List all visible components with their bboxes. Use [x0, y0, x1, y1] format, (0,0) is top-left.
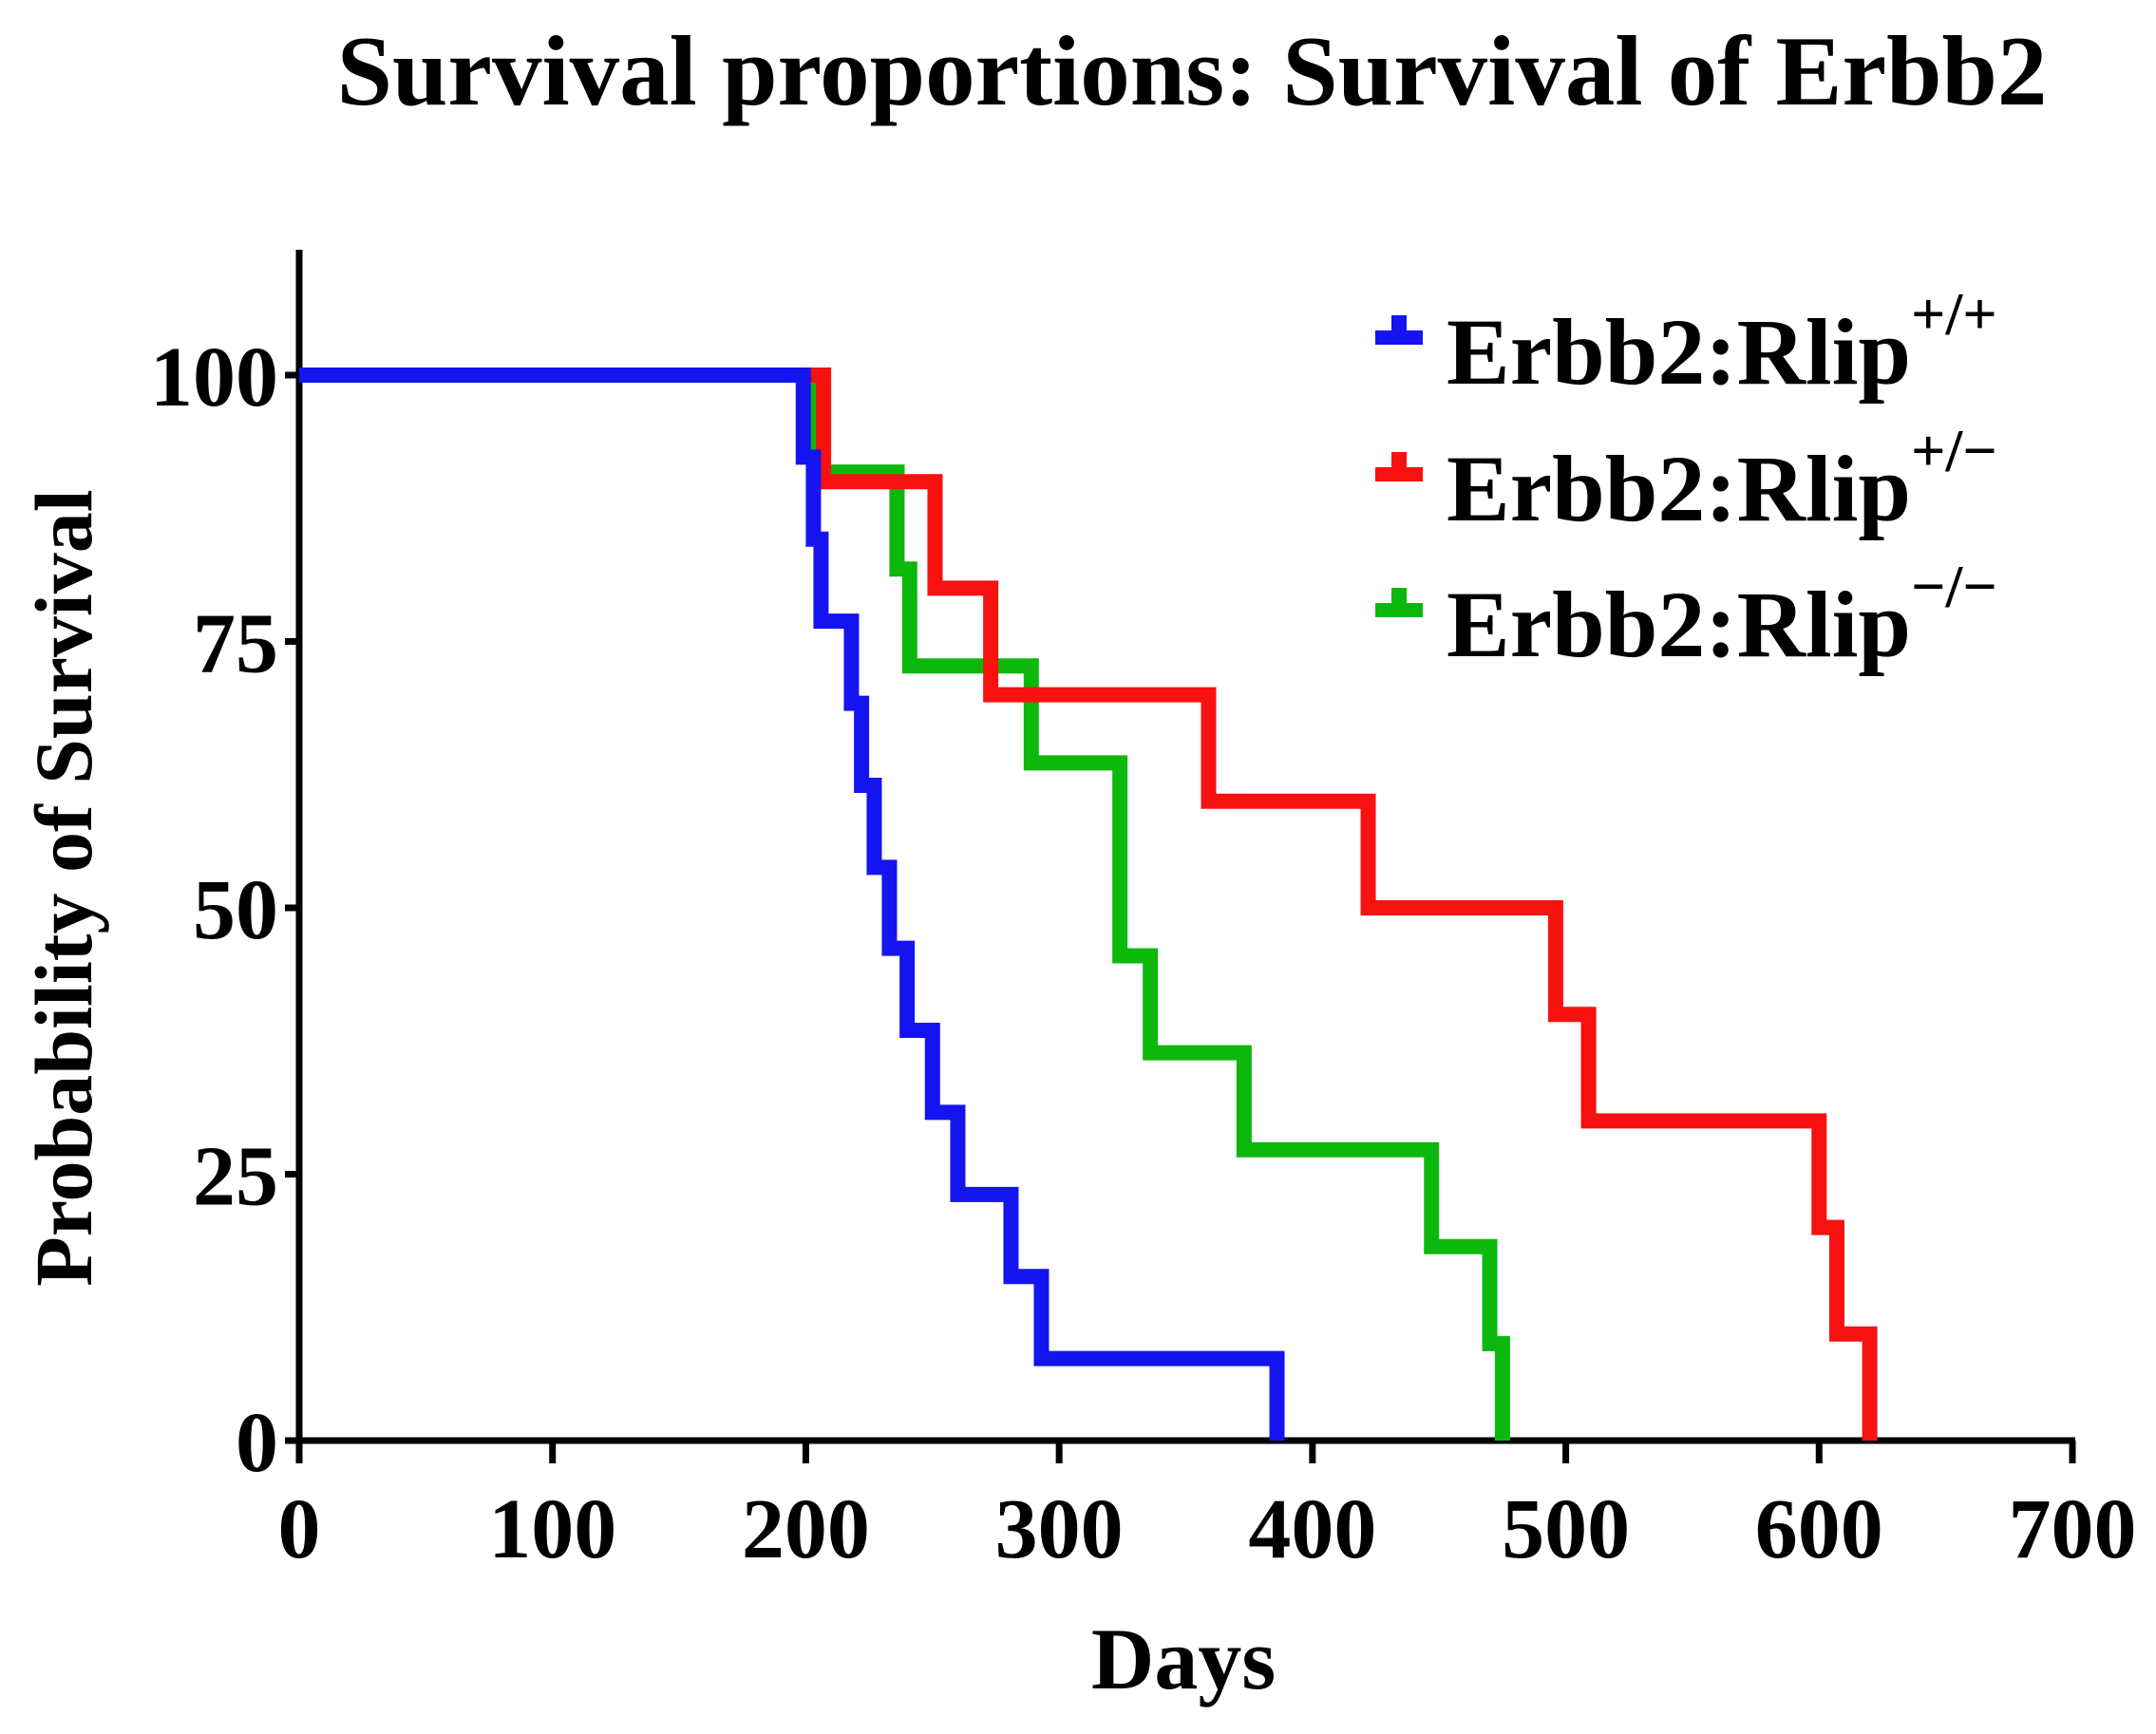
legend-step-icon — [1375, 603, 1423, 617]
x-tick-label: 100 — [488, 1482, 616, 1576]
legend-step-icon — [1375, 330, 1423, 345]
legend-step-icon-stem — [1391, 452, 1407, 467]
legend-label-superscript: −/− — [1911, 553, 1997, 620]
y-tick-label: 25 — [193, 1130, 278, 1224]
legend-label: Erbb2:Rlip+/+ — [1447, 280, 1997, 405]
y-tick-label: 0 — [236, 1396, 278, 1490]
survival-curve — [299, 368, 1878, 1441]
x-tick-label: 700 — [2009, 1482, 2137, 1576]
legend-item: Erbb2:Rlip−/− — [1375, 553, 1997, 677]
legend-step-icon-stem — [1391, 588, 1407, 603]
x-tick-label: 400 — [1248, 1482, 1376, 1576]
axis-ticks: 0 100 200 300 400 500 600 700 0 25 50 75 100 — [150, 330, 2137, 1576]
x-tick-label: 200 — [742, 1482, 870, 1576]
axis-spine — [295, 250, 2075, 1444]
y-tick-label: 100 — [150, 330, 278, 424]
survival-curve — [299, 368, 1510, 1441]
axes — [295, 250, 2075, 1444]
legend-label-superscript: +/+ — [1911, 280, 1997, 348]
x-tick-label: 0 — [278, 1482, 321, 1576]
legend-label: Erbb2:Rlip−/− — [1447, 553, 1997, 677]
legend: Erbb2:Rlip+/+Erbb2:Rlip+/−Erbb2:Rlip−/− — [1375, 280, 1997, 677]
y-axis-title: Probability of Survival — [18, 489, 109, 1286]
legend-item: Erbb2:Rlip+/+ — [1375, 280, 1997, 405]
y-tick-label: 50 — [193, 863, 278, 957]
x-axis-title: Days — [1091, 1611, 1276, 1707]
legend-item: Erbb2:Rlip+/− — [1375, 417, 1997, 541]
survival-curve — [299, 368, 1285, 1441]
legend-step-icon — [1375, 467, 1423, 481]
legend-label: Erbb2:Rlip+/− — [1447, 417, 1997, 541]
x-tick-label: 500 — [1502, 1482, 1630, 1576]
y-tick-label: 75 — [193, 597, 278, 691]
x-tick-label: 300 — [995, 1482, 1124, 1576]
survival-curves — [299, 368, 1878, 1441]
x-tick-label: 600 — [1755, 1482, 1883, 1576]
legend-label-superscript: +/− — [1911, 417, 1997, 484]
chart-title: Survival proportions: Survival of Erbb2 — [337, 15, 2048, 126]
legend-step-icon-stem — [1391, 315, 1407, 330]
